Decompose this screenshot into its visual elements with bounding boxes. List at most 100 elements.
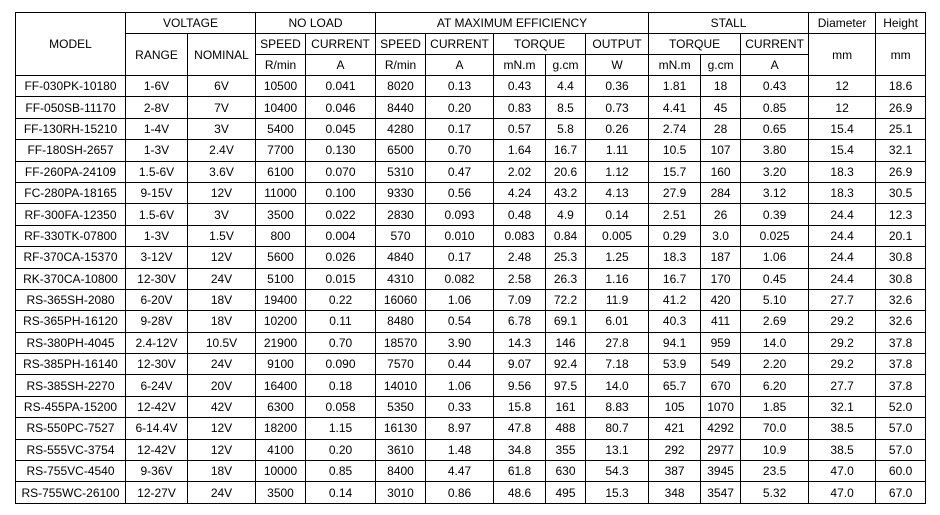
data-cell: RS-755WC-26100 [15,481,126,504]
data-row: FF-260PA-24109 1.5-6V 3.6V 6100 0.070 5310 0.4… [15,160,927,183]
header-cell: mm [875,33,927,76]
data-cell: 26 [700,203,742,226]
data-cell: 160 [700,160,742,183]
data-cell: 105 [648,395,702,419]
data-cell: 411 [700,310,742,333]
data-cell: 2977 [700,438,742,462]
header-cell: A [304,54,377,76]
data-cell: 32.6 [875,288,927,312]
data-cell: 18570 [375,331,427,355]
data-cell: RS-380PH-4045 [15,331,126,355]
data-cell: FF-030PK-10180 [15,74,126,98]
data-cell: 170 [700,267,742,290]
data-row: RS-380PH-4045 2.4-12V 10.5V 21900 0.70 18570 3… [15,331,927,355]
data-cell: 3945 [700,460,742,483]
data-cell: 12 [808,96,877,119]
data-cell: 0.015 [304,267,377,290]
data-cell: 2830 [375,203,427,226]
data-cell: 15.7 [648,160,702,183]
data-cell: 800 [255,224,306,248]
data-cell: 3.90 [425,331,495,355]
data-cell: 10200 [255,310,306,333]
data-cell: 69.1 [545,310,587,333]
data-cell: 0.43 [493,74,547,98]
data-cell: 4.13 [585,181,650,205]
data-cell: 0.022 [304,203,377,226]
data-cell: 8.5 [545,96,587,119]
data-cell: 0.36 [585,74,650,98]
data-cell: 7.18 [585,353,650,376]
data-cell: 1.25 [585,246,650,269]
data-cell: 65.7 [648,374,702,397]
data-row: RS-365SH-2080 6-20V 18V 19400 0.22 16060 1.06 7… [15,288,927,312]
data-cell: 10.9 [740,438,810,462]
data-cell: 421 [648,417,702,440]
data-cell: RF-370CA-15370 [15,246,126,269]
data-row: RS-365PH-16120 9-28V 18V 10200 0.11 8480 0.54 6… [15,310,927,333]
data-cell: 25.1 [875,117,927,141]
data-cell: 42V [187,395,256,419]
data-cell: 1.5-6V [125,160,188,183]
data-cell: 97.5 [545,374,587,397]
data-cell: 24.4 [808,224,877,248]
data-cell: 1.16 [585,267,650,290]
data-cell: 20.1 [875,224,927,248]
data-row: RS-755VC-4540 9-36V 18V 10000 0.85 8400 4.47 61… [15,460,927,483]
data-cell: 14.3 [493,331,547,355]
data-row: RF-330TK-07800 1-3V 1.5V 800 0.004 570 0.010 0.… [15,224,927,248]
data-cell: 18.6 [875,74,927,98]
data-cell: 6-20V [125,288,188,312]
data-cell: 0.86 [425,481,495,504]
header-cell: CURRENT [304,33,377,55]
data-cell: 38.5 [808,438,877,462]
data-cell: RF-330TK-07800 [15,224,126,248]
data-cell: 6500 [375,139,427,162]
header-cell: A [740,54,810,76]
data-cell: 16400 [255,374,306,397]
header-cell: Diameter [808,12,877,34]
data-cell: 72.2 [545,288,587,312]
data-cell: 5350 [375,395,427,419]
header-cell: CURRENT [740,33,810,55]
data-cell: 29.2 [808,331,877,355]
data-cell: 6.20 [740,374,810,397]
header-cell: SPEED [255,33,306,55]
data-cell: 24V [187,481,256,504]
data-cell: 488 [545,417,587,440]
data-cell: 0.14 [585,203,650,226]
data-cell: 0.39 [740,203,810,226]
data-cell: 3500 [255,203,306,226]
data-cell: RS-755VC-4540 [15,460,126,483]
header-cell: A [425,54,495,76]
data-cell: 0.85 [304,460,377,483]
data-cell: 1.85 [740,395,810,419]
data-cell: 9.56 [493,374,547,397]
data-cell: 27.8 [585,331,650,355]
header-cell: W [585,54,650,76]
data-cell: 5100 [255,267,306,290]
data-cell: 0.070 [304,160,377,183]
data-cell: 14.0 [740,331,810,355]
header-cell: NO LOAD [254,12,377,34]
data-cell: 24V [187,267,256,290]
data-cell: 2.20 [740,353,810,376]
data-cell: 0.70 [304,331,377,355]
data-cell: FC-280PA-18165 [15,181,126,205]
data-cell: 9330 [375,181,427,205]
header-cell: RANGE [125,33,188,76]
data-cell: 18.3 [648,246,702,269]
header-cell: VOLTAGE [125,12,256,34]
data-cell: 3.20 [740,160,810,183]
data-row: RS-385SH-2270 6-24V 20V 16400 0.18 14010 1.06 9… [15,374,927,397]
data-cell: 60.0 [875,460,927,483]
data-cell: 0.046 [304,96,377,119]
data-cell: 1-3V [125,139,188,162]
data-cell: 25.3 [545,246,587,269]
data-cell: 1.06 [425,374,495,397]
data-cell: 12-30V [125,267,188,290]
data-cell: 32.1 [875,139,927,162]
data-cell: 0.84 [545,224,587,248]
data-cell: 12-27V [125,481,188,504]
data-cell: 959 [700,331,742,355]
data-cell: 12V [187,417,256,440]
